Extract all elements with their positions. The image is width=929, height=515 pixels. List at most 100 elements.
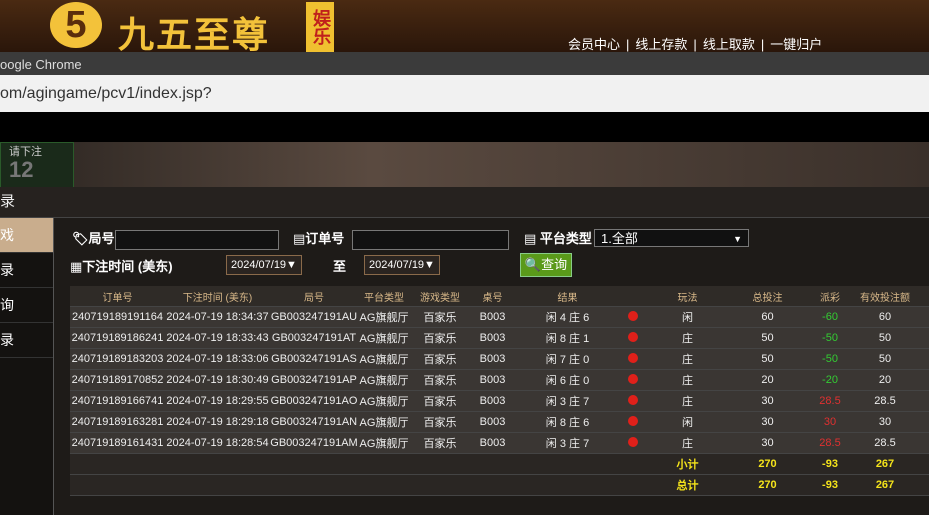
header-cell: 派彩	[805, 286, 855, 307]
logo: 九五至尊	[118, 14, 271, 55]
record-row: 240719189163281 2024-07-19 18:29:18 GB0032…	[70, 411, 929, 433]
play-icon[interactable]	[627, 331, 638, 342]
cell: B003	[470, 327, 515, 349]
cell: 240719189163281	[70, 411, 165, 433]
header-cell: 游戏类型	[410, 286, 470, 307]
cell: 28.5	[855, 390, 915, 412]
play-icon[interactable]	[627, 352, 638, 363]
icon-cell	[620, 369, 645, 391]
address-bar[interactable]: om/agingame/pcv1/index.jsp?	[0, 75, 929, 113]
label: ▦下注时间 (美东)	[70, 259, 173, 274]
cell: 240719189166741	[70, 390, 165, 412]
cell: GB003247191AS	[270, 348, 358, 370]
empty-cell	[165, 474, 270, 496]
sidebar: 戏录询录	[0, 218, 54, 515]
cell: 闲	[645, 306, 730, 328]
cell: 庄	[645, 369, 730, 391]
total-cell: -93	[805, 474, 855, 496]
cell: 庄	[645, 432, 730, 454]
play-icon[interactable]	[627, 373, 638, 384]
cell: 百家乐	[410, 306, 470, 328]
cell: 百家乐	[410, 327, 470, 349]
cell: 30	[730, 411, 805, 433]
cell: 庄	[645, 327, 730, 349]
cell: -20	[805, 369, 855, 391]
header-row: 订单号 下注时间 (美东) 局号 平台类型 游戏类型 桌号 结果 玩法 总投注 派彩 有效投注额	[70, 286, 929, 307]
empty-cell	[470, 453, 515, 475]
empty-cell	[70, 453, 165, 475]
nav-link[interactable]: 会员中心	[568, 37, 621, 52]
icon-cell	[620, 327, 645, 349]
cell: 30	[855, 411, 915, 433]
header-cell: 局号	[270, 286, 358, 307]
cell: B003	[470, 411, 515, 433]
empty-cell	[515, 474, 620, 496]
logo-badge: 娱乐	[306, 2, 334, 52]
total-cell: 270	[730, 453, 805, 475]
cell: 百家乐	[410, 369, 470, 391]
nav-link[interactable]: 线上存款	[635, 37, 688, 52]
record-row: 240719189183203 2024-07-19 18:33:06 GB0032…	[70, 348, 929, 370]
cell: GB003247191AN	[270, 411, 358, 433]
black-bar	[0, 112, 929, 142]
play-icon[interactable]	[627, 394, 638, 405]
cell: 50	[855, 348, 915, 370]
game-strip	[0, 142, 929, 187]
order-input[interactable]	[352, 230, 509, 250]
cell: 百家乐	[410, 390, 470, 412]
record-row: 240719189166741 2024-07-19 18:29:55 GB0032…	[70, 390, 929, 412]
search-label: 查询	[541, 257, 568, 272]
header-cell: 总投注	[730, 286, 805, 307]
round-input[interactable]	[115, 230, 279, 250]
cell: 240719189161431	[70, 432, 165, 454]
browser-title: oogle Chrome	[0, 52, 929, 75]
cell: GB003247191AM	[270, 432, 358, 454]
cell: -50	[805, 327, 855, 349]
cell: 百家乐	[410, 432, 470, 454]
time-label: 下注时间 (美东)	[82, 259, 173, 274]
total-cell: 总计	[645, 474, 730, 496]
order-label: 订单号	[305, 231, 345, 246]
cell: 闲 4 庄 6	[515, 306, 620, 328]
top-nav: 会员中心 | 线上存款 | 线上取款 | 一键归户	[568, 34, 828, 53]
cell: GB003247191AT	[270, 327, 358, 349]
label: ▤订单号	[293, 231, 345, 246]
cell: AG旗舰厅	[358, 411, 410, 433]
menu-item[interactable]: 戏	[0, 218, 53, 253]
cell: 2024-07-19 18:33:06	[165, 348, 270, 370]
platform-select[interactable]: 1.全部 ▼	[594, 229, 749, 247]
status: 请下注	[9, 146, 42, 158]
search-button[interactable]: 🔍查询	[520, 253, 572, 277]
record-row: 240719189161431 2024-07-19 18:28:54 GB0032…	[70, 432, 929, 454]
cell: AG旗舰厅	[358, 432, 410, 454]
cell: GB003247191AU	[270, 306, 358, 328]
play-icon[interactable]	[627, 436, 638, 447]
date-from[interactable]: 2024/07/19▼	[226, 255, 302, 275]
total-cell: 267	[855, 453, 915, 475]
empty-cell	[620, 453, 645, 475]
edge-cell	[915, 453, 929, 475]
menu-item[interactable]: 录	[0, 323, 53, 358]
empty-cell	[165, 453, 270, 475]
header-cell: 结果	[515, 286, 620, 307]
banner: 5 九五至尊 娱乐 会员中心 | 线上存款 | 线上取款 | 一键归户	[0, 0, 929, 55]
cell: 2024-07-19 18:29:18	[165, 411, 270, 433]
cell: 20	[730, 369, 805, 391]
menu-item[interactable]: 录	[0, 253, 53, 288]
cell: 2024-07-19 18:30:49	[165, 369, 270, 391]
cell: 2024-07-19 18:29:55	[165, 390, 270, 412]
cell: GB003247191AO	[270, 390, 358, 412]
cell: 庄	[645, 390, 730, 412]
play-icon[interactable]	[627, 310, 638, 321]
nav-link[interactable]: 一键归户	[770, 37, 823, 52]
menu-item[interactable]: 询	[0, 288, 53, 323]
date-to[interactable]: 2024/07/19▼	[364, 255, 440, 275]
nav-link[interactable]: 线上取款	[702, 37, 755, 52]
panel-title: 录	[0, 187, 929, 218]
play-icon[interactable]	[627, 415, 638, 426]
header-cell: 玩法	[645, 286, 730, 307]
edge-cell	[915, 286, 929, 307]
edge-cell	[915, 306, 929, 328]
cell: 240719189186241	[70, 327, 165, 349]
icon-cell	[620, 390, 645, 412]
